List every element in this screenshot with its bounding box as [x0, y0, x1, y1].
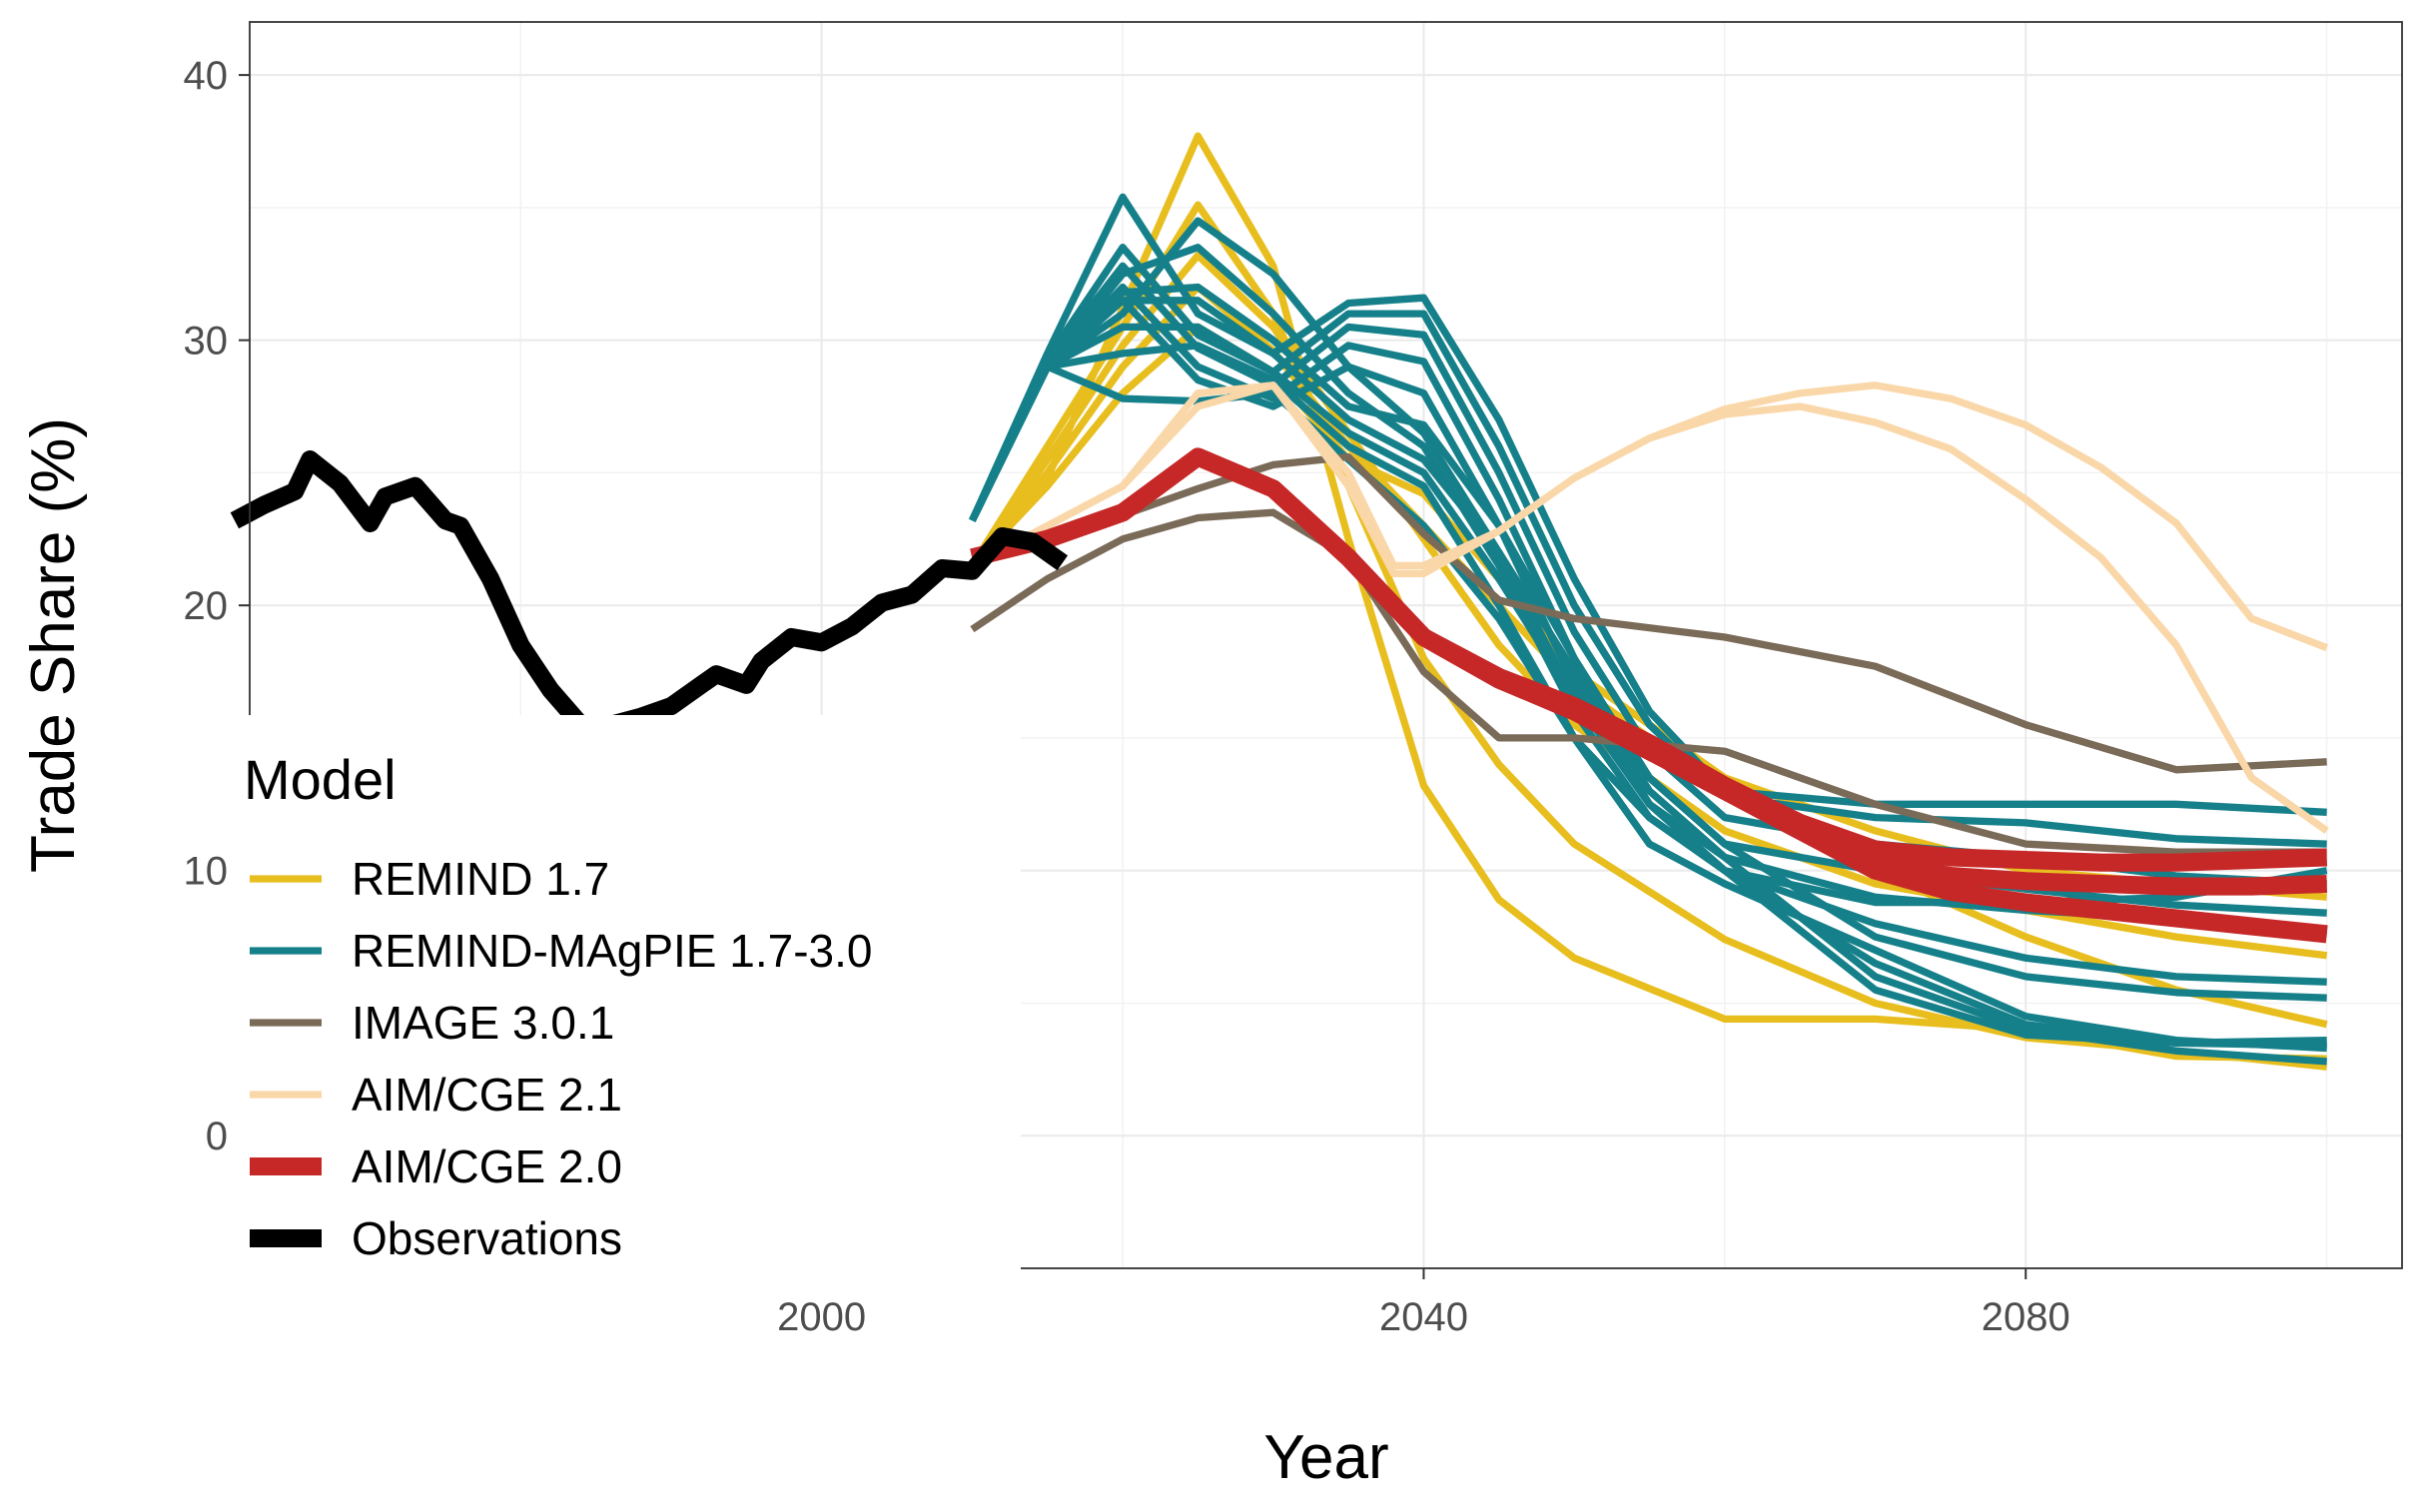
- legend-background: [230, 715, 1021, 1294]
- y-axis-title: Trade Share (%): [19, 417, 88, 873]
- plot-panel-border: [249, 21, 2403, 1269]
- series-line-remind-magpie-1-7-3-0-11: [969, 244, 2327, 1050]
- legend-label-aim-cge-2-0: AIM/CGE 2.0: [352, 1140, 622, 1192]
- legend-items: REMIND 1.7 REMIND-MAgPIE 1.7-3.0 IMAGE 3.0…: [250, 853, 872, 1264]
- legend-label-remind-1-7: REMIND 1.7: [352, 853, 609, 905]
- axis-ticks: 2000 2040 2080 0 10 20 30 40: [184, 54, 2070, 1339]
- series-line-aim-cge-2-1-20: [970, 381, 2329, 652]
- series-line-remind-magpie-1-7-3-0-6: [969, 244, 2327, 848]
- legend-label-aim-cge-2-1: AIM/CGE 2.1: [352, 1069, 622, 1121]
- series-line-image-3-0-1-17: [970, 508, 2327, 856]
- legend-title: Model: [244, 748, 397, 811]
- x-tick-label: 2000: [777, 1295, 866, 1339]
- legend: Model REMIND 1.7 REMIND-MAgPIE 1.7-3.0 IMA…: [230, 715, 1021, 1294]
- x-tick-label: 2080: [1982, 1295, 2070, 1339]
- y-tick-label: 20: [184, 584, 229, 628]
- y-tick-label: 0: [206, 1115, 228, 1158]
- legend-label-observations: Observations: [352, 1212, 622, 1264]
- x-tick-label: 2040: [1379, 1295, 1468, 1339]
- series-line-remind-1-7-1: [969, 201, 2328, 1071]
- y-tick-label: 40: [184, 54, 229, 98]
- series-line-remind-magpie-1-7-3-0-14: [969, 323, 2327, 986]
- x-axis-title: Year: [1263, 1423, 1388, 1492]
- legend-label-image-3-0-1: IMAGE 3.0.1: [352, 997, 614, 1049]
- y-tick-label: 30: [184, 320, 229, 364]
- series-line-aim-cge-2-0-23: [970, 447, 2328, 896]
- y-tick-label: 10: [184, 850, 229, 894]
- series-line-remind-magpie-1-7-3-0-12: [969, 283, 2327, 1002]
- legend-label-remind-magpie-1-7-3-0: REMIND-MAgPIE 1.7-3.0: [352, 925, 872, 977]
- series-line-remind-magpie-1-7-3-0-5: [969, 193, 2327, 816]
- series-line-remind-magpie-1-7-3-0-15: [969, 342, 2327, 1053]
- minor-gridlines: [250, 22, 2402, 1269]
- series-layer: [230, 132, 2329, 1071]
